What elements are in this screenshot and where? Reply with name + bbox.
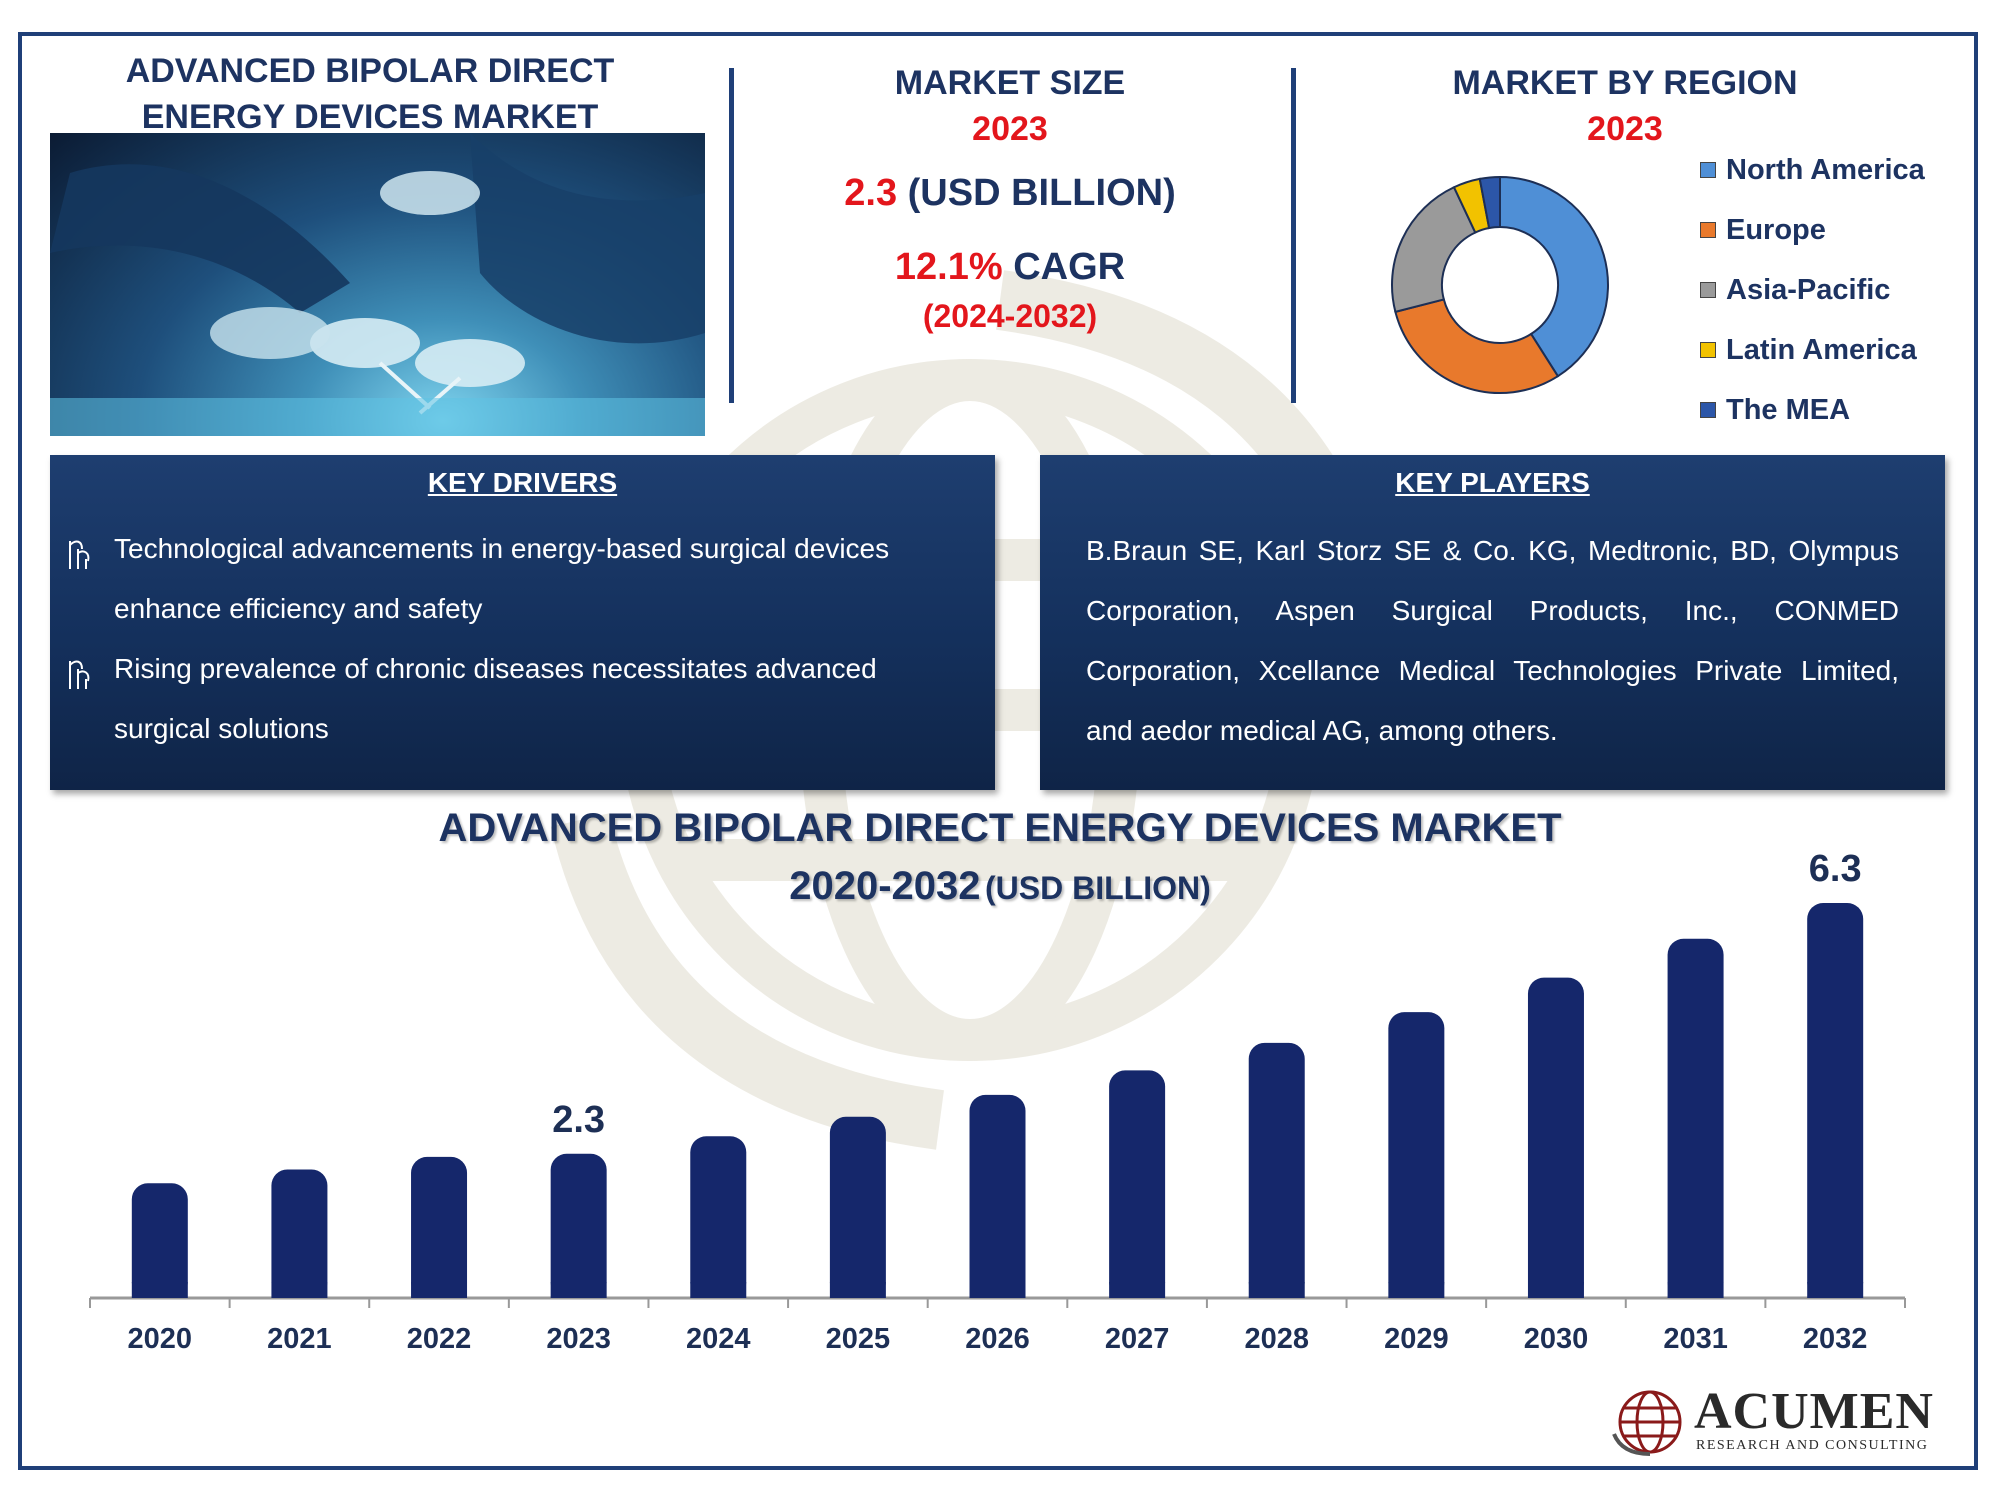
driver-item: Rising prevalence of chronic diseases ne… (50, 639, 995, 759)
market-size-value: 2.3 (USD BILLION) (760, 172, 1260, 215)
market-bar-chart: 2020 2021 2022 2023 2.3 2024 2025 2026 2027 2028 2… (89, 848, 1906, 1355)
infographic-frame (18, 32, 1978, 1470)
bar-2027 (1109, 1070, 1166, 1298)
x-tick-label: 2028 (1244, 1323, 1309, 1355)
legend-item: North America (1700, 140, 1925, 200)
cagr-period: (2024-2032) (922, 298, 1098, 334)
legend-item: Asia-Pacific (1700, 260, 1925, 320)
driver-text: Rising prevalence of chronic diseases ne… (114, 653, 877, 744)
bar-2031 (1667, 938, 1724, 1298)
bar-base-2023 (550, 1282, 607, 1298)
x-tick-label: 2029 (1384, 1323, 1449, 1355)
x-tick-label: 2021 (267, 1323, 332, 1355)
region-year: 2023 (1587, 110, 1663, 148)
legend-swatch (1700, 162, 1716, 178)
market-size-heading: MARKET SIZE (894, 64, 1126, 102)
bar-base-2029 (1388, 1282, 1445, 1298)
bar-2020 (131, 1183, 188, 1298)
bar-base-2028 (1248, 1282, 1305, 1298)
bar-base-2031 (1667, 1282, 1724, 1298)
bar-base-2032 (1807, 1282, 1864, 1298)
bar-2029 (1388, 1012, 1445, 1298)
bar-2022 (411, 1156, 468, 1298)
bar-chart-years: 2020-2032 (789, 864, 981, 908)
x-tick-label: 2023 (546, 1323, 611, 1355)
x-tick-label: 2030 (1524, 1323, 1589, 1355)
donut-slice-the-mea (1478, 175, 1501, 230)
x-tick-label: 2024 (686, 1323, 751, 1355)
x-tick-label: 2022 (407, 1323, 472, 1355)
plant-sprout-icon (69, 540, 90, 569)
donut-slice-europe (1394, 298, 1560, 394)
page-title: ADVANCED BIPOLAR DIRECT ENERGY DEVICES M… (125, 52, 615, 136)
bar-data-label: 2.3 (552, 1099, 605, 1141)
legend-label: North America (1726, 153, 1925, 186)
bar-2028 (1248, 1042, 1305, 1298)
bar-2032 (1807, 903, 1864, 1298)
legend-item: The MEA (1700, 380, 1925, 440)
x-tick-label: 2025 (826, 1323, 891, 1355)
legend-swatch (1700, 282, 1716, 298)
bar-base-2026 (969, 1282, 1026, 1298)
x-tick-label: 2031 (1663, 1323, 1728, 1355)
key-players-text: B.Braun SE, Karl Storz SE & Co. KG, Medt… (1086, 535, 1899, 746)
bar-base-2027 (1109, 1282, 1166, 1298)
x-tick-label: 2020 (128, 1323, 193, 1355)
bar-2024 (690, 1136, 747, 1298)
key-drivers-panel: KEY DRIVERS Technological advancements i… (50, 455, 995, 790)
bar-2025 (829, 1116, 886, 1298)
market-size-year: 2023 (972, 110, 1048, 148)
legend-swatch (1700, 222, 1716, 238)
bar-base-2022 (411, 1282, 468, 1298)
bar-chart-unit: (USD BILLION) (985, 870, 1211, 906)
key-players-title: KEY PLAYERS (1395, 467, 1590, 498)
globe-icon (1612, 1390, 1682, 1456)
separator-right (1291, 68, 1296, 403)
surgery-photo (50, 133, 705, 436)
acumen-logo: ACUMEN RESEARCH AND CONSULTING (1610, 1384, 1950, 1458)
driver-item: Technological advancements in energy-bas… (50, 519, 995, 639)
bar-base-2025 (829, 1282, 886, 1298)
bar-base-2030 (1527, 1282, 1584, 1298)
legend-label: Latin America (1726, 333, 1917, 366)
bar-chart-title: ADVANCED BIPOLAR DIRECT ENERGY DEVICES M… (438, 806, 1562, 850)
legend-swatch (1700, 402, 1716, 418)
separator-left (729, 68, 734, 403)
plant-sprout-icon (69, 660, 90, 689)
key-drivers-title: KEY DRIVERS (427, 467, 618, 498)
cagr-value: 12.1% (894, 246, 1003, 288)
region-heading: MARKET BY REGION (1452, 64, 1798, 102)
legend-item: Europe (1700, 200, 1925, 260)
legend-swatch (1700, 342, 1716, 358)
x-tick-label: 2027 (1105, 1323, 1170, 1355)
legend-label: The MEA (1726, 393, 1851, 426)
legend-label: Asia-Pacific (1726, 273, 1891, 306)
logo-tagline: RESEARCH AND CONSULTING (1696, 1438, 1929, 1453)
driver-text: Technological advancements in energy-bas… (114, 533, 890, 624)
bar-2021 (271, 1169, 328, 1298)
key-players-panel: KEY PLAYERS B.Braun SE, Karl Storz SE & … (1040, 455, 1945, 790)
bar-2023 (550, 1153, 607, 1298)
x-tick-label: 2032 (1803, 1323, 1868, 1355)
region-legend: North America Europe Asia-Pacific Latin Ame… (1700, 140, 1925, 440)
bar-chart-subtitle: 2020-2032 (USD BILLION) (0, 864, 2000, 909)
market-size-number: 2.3 (844, 172, 898, 214)
market-size-unit: (USD BILLION) (907, 172, 1176, 214)
bar-base-2021 (271, 1282, 328, 1298)
cagr-label: CAGR (1013, 246, 1126, 288)
legend-label: Europe (1726, 213, 1826, 246)
donut-slice-asia-pacific (1391, 185, 1477, 314)
x-tick-label: 2026 (965, 1323, 1030, 1355)
logo-name: ACUMEN (1694, 1383, 1934, 1440)
bar-base-2020 (131, 1282, 188, 1298)
bar-data-label: 6.3 (1809, 848, 1862, 890)
bar-base-2024 (690, 1282, 747, 1298)
donut-slice-north-america (1499, 175, 1609, 378)
region-donut-chart (1391, 175, 1609, 394)
legend-item: Latin America (1700, 320, 1925, 380)
bar-2026 (969, 1094, 1026, 1298)
bar-2030 (1527, 977, 1584, 1298)
cagr: 12.1% CAGR (760, 246, 1260, 289)
